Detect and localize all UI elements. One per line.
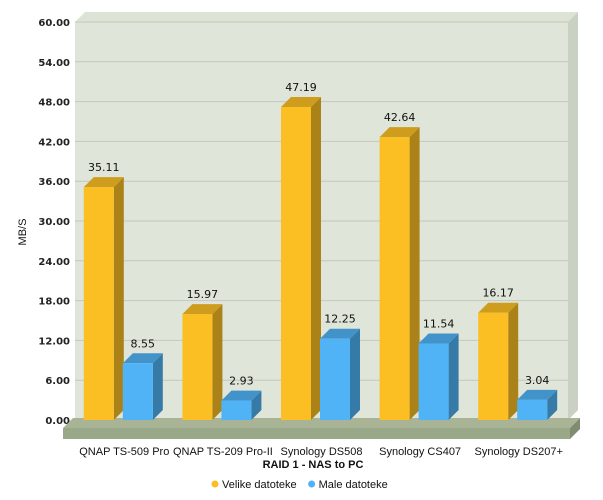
legend: Velike datoteke Male datoteke <box>211 479 388 491</box>
bar-front <box>517 399 548 420</box>
value-labels: 35.11 8.55 15.97 2.93 47.19 12.25 42.64 11.54 16… <box>88 81 549 388</box>
bar-side <box>152 353 163 420</box>
bars <box>83 96 558 421</box>
plot-sidewall <box>568 12 578 420</box>
y-tick-label: 6.00 <box>45 376 70 387</box>
bar <box>122 353 163 420</box>
y-tick-label: 48.00 <box>38 98 70 109</box>
bar <box>320 328 360 420</box>
data-label: 15.97 <box>187 288 219 301</box>
legend-label: Male datoteke <box>319 479 388 491</box>
bar-front <box>83 187 114 420</box>
bar-top <box>478 302 519 313</box>
y-tick-label: 18.00 <box>38 297 70 308</box>
data-label: 11.54 <box>423 317 455 330</box>
legend-item: Velike datoteke <box>211 479 297 491</box>
x-tick-label: QNAP TS-509 Pro <box>79 446 169 458</box>
y-tick-label: 12.00 <box>38 336 70 347</box>
legend-item: Male datoteke <box>308 479 388 491</box>
bar-top <box>320 328 360 339</box>
bar-top <box>182 304 223 315</box>
gridlines <box>75 21 568 421</box>
floor-top <box>63 418 580 428</box>
bar-top <box>122 353 163 364</box>
bar-top <box>221 390 262 401</box>
y-tick-label: 42.00 <box>38 137 70 148</box>
bar <box>517 389 558 420</box>
bar-top <box>379 127 420 138</box>
y-tick-label: 24.00 <box>38 257 70 268</box>
data-label: 12.25 <box>324 313 356 326</box>
bar-side <box>448 333 459 420</box>
floor-front <box>63 428 570 439</box>
bar-top <box>418 333 459 344</box>
chart-floor <box>63 418 580 439</box>
y-tick-label: 60.00 <box>38 18 70 29</box>
x-tick-label: Synology DS207+ <box>475 446 563 458</box>
bar-top <box>281 96 321 107</box>
x-axis-title: RAID 1 - NAS to PC <box>263 459 364 471</box>
bar-side <box>547 389 558 420</box>
bar-front <box>379 137 410 420</box>
bar <box>418 333 459 420</box>
x-axis-categories: QNAP TS-509 Pro QNAP TS-209 Pro-II Synolog… <box>79 446 563 458</box>
bar-side <box>251 390 262 420</box>
data-label: 3.04 <box>525 374 550 387</box>
bar-side <box>113 177 124 420</box>
y-tick-label: 30.00 <box>38 217 70 228</box>
bar-top <box>83 177 124 188</box>
bar-side <box>350 328 360 420</box>
data-label: 47.19 <box>285 81 317 94</box>
bar <box>379 127 420 420</box>
bar <box>182 304 223 420</box>
bar-side <box>409 127 420 420</box>
bar-side <box>508 302 519 420</box>
data-label: 42.64 <box>384 111 416 124</box>
legend-marker <box>308 480 316 488</box>
data-label: 16.17 <box>482 287 514 300</box>
bar <box>83 177 124 420</box>
y-tick-label: 36.00 <box>38 177 70 188</box>
bar-front <box>281 106 311 421</box>
bar <box>221 390 262 420</box>
bar <box>478 302 519 420</box>
bar-top <box>517 389 558 400</box>
x-tick-label: Synology CS407 <box>379 446 461 458</box>
bar-front <box>320 338 350 420</box>
data-label: 2.93 <box>229 375 254 388</box>
bar-front <box>221 400 252 420</box>
legend-marker <box>211 480 219 488</box>
bar <box>281 96 321 421</box>
x-tick-label: Synology DS508 <box>281 446 363 458</box>
data-label: 35.11 <box>88 161 120 174</box>
y-tick-label: 0.00 <box>45 416 70 427</box>
bar-front <box>182 314 213 420</box>
data-label: 8.55 <box>131 337 156 350</box>
x-tick-label: QNAP TS-209 Pro-II <box>173 446 273 458</box>
bar-front <box>478 312 509 420</box>
y-tick-label: 54.00 <box>38 58 70 69</box>
bar-front <box>122 363 153 420</box>
y-axis-ticks: 0.00 6.00 12.00 18.00 24.00 30.00 36.00 42.00 48… <box>38 18 70 427</box>
bar-side <box>212 304 223 420</box>
bar-front <box>418 343 449 420</box>
y-axis-title: MB/S <box>17 219 29 246</box>
bar-side <box>311 96 321 421</box>
legend-label: Velike datoteke <box>222 479 297 491</box>
floor-side <box>570 418 580 439</box>
